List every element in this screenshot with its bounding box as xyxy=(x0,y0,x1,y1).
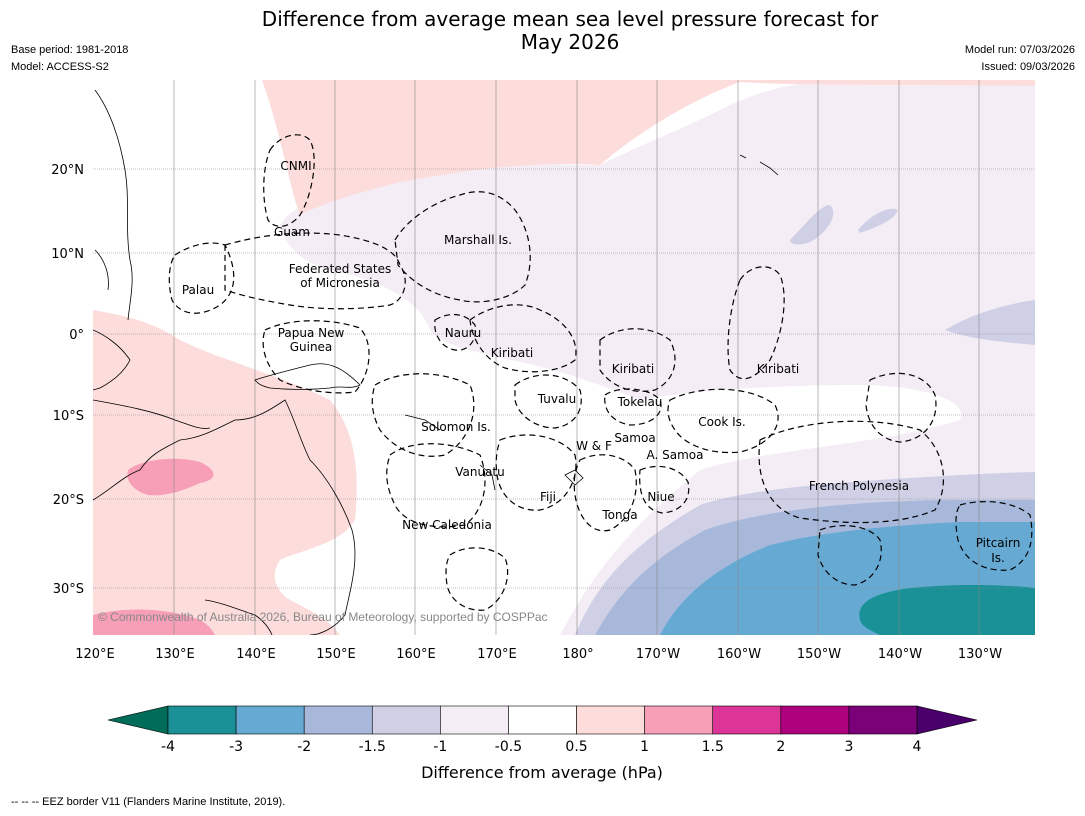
colorbar-over-arrow xyxy=(916,705,978,735)
lat-label: 20°S xyxy=(53,493,84,508)
colorbar-tick-label: -0.5 xyxy=(495,739,522,755)
lat-label: 20°N xyxy=(51,163,84,178)
longitude-labels: 120°E 130°E 140°E 150°E 160°E 170°E 180°… xyxy=(75,647,1002,662)
colorbar-tick-label: -4 xyxy=(161,739,175,755)
colorbar-swatch xyxy=(848,705,918,735)
lon-label: 180° xyxy=(562,647,593,662)
label-wallis-futuna: W & F xyxy=(576,439,612,453)
lat-label: 10°N xyxy=(51,247,84,262)
label-cnmi: CNMI xyxy=(280,159,311,173)
model-run: Model run: 07/03/2026 xyxy=(964,44,1075,56)
meta-left: Base period: 1981-2018 Model: ACCESS-S2 xyxy=(11,42,128,76)
colorbar-swatch xyxy=(303,705,373,735)
colorbar-swatch xyxy=(780,705,850,735)
graticule-lat xyxy=(93,168,1035,589)
colorbar-tick-label: -1 xyxy=(433,739,447,755)
colorbar-tick-label: 0.5 xyxy=(565,739,587,755)
colorbar: -4 -3 -2 -1.5 -1 -0.5 0.5 1 1.5 2 3 4 Difference fr… xyxy=(107,705,978,782)
label-png-2: Guinea xyxy=(290,340,333,354)
anomaly-core-minus-3 xyxy=(859,584,1035,635)
lon-label: 130°E xyxy=(155,647,195,662)
lat-label: 10°S xyxy=(53,409,84,424)
copyright-notice: © Commonwealth of Australia 2026, Bureau… xyxy=(98,610,548,624)
label-palau: Palau xyxy=(182,283,214,297)
label-american-samoa: A. Samoa xyxy=(647,448,704,462)
eez-footnote: -- -- -- EEZ border V11 (Flanders Marine… xyxy=(11,796,286,808)
lon-label: 140°E xyxy=(236,647,276,662)
title-line-1: Difference from average mean sea level p… xyxy=(261,7,879,31)
colorbar-under-arrow xyxy=(107,705,169,735)
anomaly-pink-blob xyxy=(127,458,214,496)
label-tuvalu: Tuvalu xyxy=(537,392,577,406)
label-niue: Niue xyxy=(647,490,674,504)
label-new-caledonia: New Caledonia xyxy=(402,518,492,532)
label-samoa: Samoa xyxy=(614,431,655,445)
model-name: Model: ACCESS-S2 xyxy=(11,61,109,73)
lon-label: 160°W xyxy=(717,647,761,662)
colorbar-tick-label: 1.5 xyxy=(702,739,724,755)
label-marshall: Marshall Is. xyxy=(444,233,512,247)
colorbar-tick-label: 1 xyxy=(640,739,649,755)
label-fsm-1: Federated States xyxy=(289,262,391,276)
colorbar-swatch xyxy=(167,705,237,735)
lon-label: 170°E xyxy=(477,647,517,662)
lon-label: 120°E xyxy=(75,647,115,662)
label-nauru: Nauru xyxy=(445,326,481,340)
colorbar-swatch xyxy=(508,705,577,735)
label-fiji: Fiji xyxy=(540,490,556,504)
anomaly-pink-south xyxy=(93,609,215,635)
lon-label: 170°W xyxy=(636,647,680,662)
colorbar-tick-label: -1.5 xyxy=(359,739,386,755)
map-panel: CNMI Guam Palau Federated States of Micr… xyxy=(93,80,1035,635)
colorbar-tick-label: 3 xyxy=(844,739,853,755)
lon-label: 130°W xyxy=(958,647,1002,662)
colorbar-label: Difference from average (hPa) xyxy=(421,763,663,782)
lon-label: 140°W xyxy=(878,647,922,662)
latitude-labels: 20°N 10°N 0° 10°S 20°S 30°S xyxy=(51,163,84,597)
lat-label: 0° xyxy=(69,328,84,343)
title-line-2: May 2026 xyxy=(520,30,620,54)
label-french-polynesia: French Polynesia xyxy=(809,479,909,493)
issued-date: Issued: 09/03/2026 xyxy=(981,61,1075,73)
label-png-1: Papua New xyxy=(278,326,345,340)
colorbar-tick-label: -2 xyxy=(297,739,311,755)
colorbar-tick-label: 2 xyxy=(776,739,785,755)
label-pitcairn-2: Is. xyxy=(991,551,1005,565)
coastlines xyxy=(93,89,779,635)
colorbar-swatch xyxy=(235,705,305,735)
label-kiribati-east: Kiribati xyxy=(757,362,799,376)
colorbar-swatch xyxy=(644,705,714,735)
label-tokelau: Tokelau xyxy=(617,395,663,409)
eez-borders xyxy=(168,134,1033,611)
lon-label: 160°E xyxy=(396,647,436,662)
anomaly-positive-north xyxy=(262,80,1035,215)
lon-label: 150°E xyxy=(316,647,356,662)
label-vanuatu: Vanuatu xyxy=(455,465,505,479)
base-period: Base period: 1981-2018 xyxy=(11,44,129,56)
lat-label: 30°S xyxy=(53,582,84,597)
lon-label: 150°W xyxy=(797,647,841,662)
meta-right: Model run: 07/03/2026 Issued: 09/03/2026 xyxy=(965,42,1075,76)
label-solomon: Solomon Is. xyxy=(421,420,491,434)
anomaly-patch-minus-1 xyxy=(790,205,834,245)
label-cook-islands: Cook Is. xyxy=(698,415,745,429)
anomaly-patch-minus-1b xyxy=(858,208,898,233)
colorbar-swatch xyxy=(371,705,441,735)
label-tonga: Tonga xyxy=(601,508,637,522)
colorbar-swatch xyxy=(440,705,509,735)
colorbar-tick-label: -3 xyxy=(229,739,243,755)
region-labels: CNMI Guam Palau Federated States of Micr… xyxy=(182,159,1020,565)
colorbar-tick-label: 4 xyxy=(913,739,922,755)
map-title: Difference from average mean sea level p… xyxy=(0,8,1085,54)
label-guam: Guam xyxy=(274,225,310,239)
colorbar-swatch xyxy=(576,705,645,735)
label-kiribati-central: Kiribati xyxy=(612,362,654,376)
label-fsm-2: of Micronesia xyxy=(300,276,380,290)
label-kiribati-west: Kiribati xyxy=(491,346,533,360)
label-pitcairn-1: Pitcairn xyxy=(976,536,1021,550)
colorbar-swatch xyxy=(712,705,782,735)
anomaly-positive-australia xyxy=(93,310,357,635)
graticule xyxy=(173,80,980,635)
